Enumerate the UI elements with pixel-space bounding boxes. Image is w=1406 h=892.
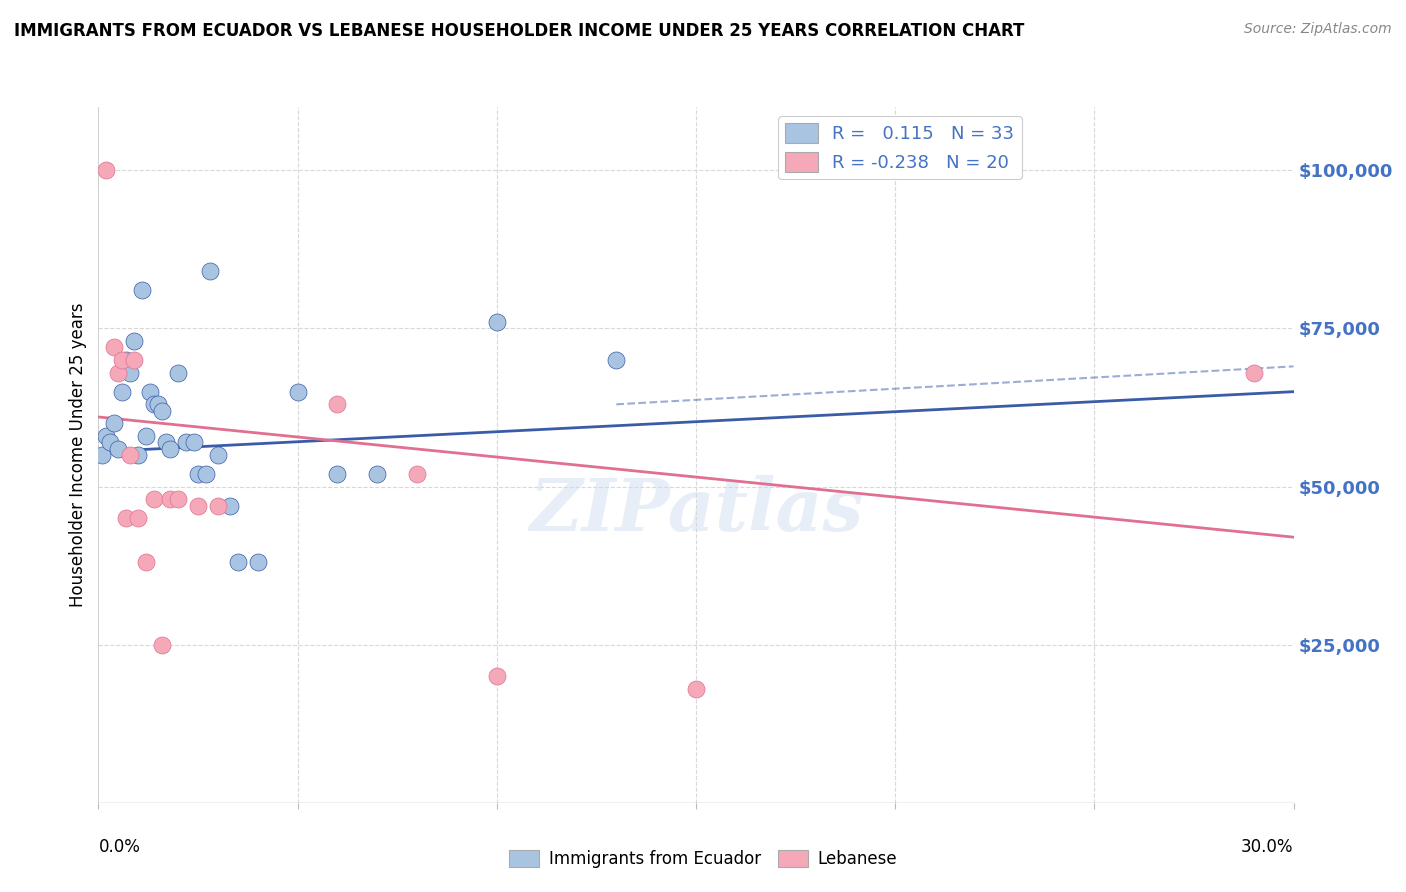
Point — [287, 384, 309, 399]
Point — [139, 384, 162, 399]
Point — [159, 492, 181, 507]
Point — [1243, 366, 1265, 380]
Point — [107, 366, 129, 380]
Point — [131, 284, 153, 298]
Point — [143, 492, 166, 507]
Y-axis label: Householder Income Under 25 years: Householder Income Under 25 years — [69, 302, 87, 607]
Point — [148, 397, 170, 411]
Legend: Immigrants from Ecuador, Lebanese: Immigrants from Ecuador, Lebanese — [502, 843, 904, 875]
Point — [187, 467, 209, 481]
Point — [195, 467, 218, 481]
Point — [135, 429, 157, 443]
Text: 0.0%: 0.0% — [98, 838, 141, 855]
Point — [366, 467, 388, 481]
Legend: R =   0.115   N = 33, R = -0.238   N = 20: R = 0.115 N = 33, R = -0.238 N = 20 — [778, 116, 1022, 179]
Point — [155, 435, 177, 450]
Text: IMMIGRANTS FROM ECUADOR VS LEBANESE HOUSEHOLDER INCOME UNDER 25 YEARS CORRELATIO: IMMIGRANTS FROM ECUADOR VS LEBANESE HOUS… — [14, 22, 1025, 40]
Point — [326, 397, 349, 411]
Text: ZIPatlas: ZIPatlas — [529, 475, 863, 546]
Point — [103, 417, 125, 431]
Point — [246, 556, 269, 570]
Point — [111, 384, 134, 399]
Point — [485, 669, 508, 683]
Point — [127, 448, 149, 462]
Point — [485, 315, 508, 329]
Point — [150, 403, 173, 417]
Point — [605, 353, 627, 368]
Point — [100, 435, 122, 450]
Point — [115, 353, 138, 368]
Point — [115, 511, 138, 525]
Text: 30.0%: 30.0% — [1241, 838, 1294, 855]
Point — [174, 435, 197, 450]
Point — [91, 448, 114, 462]
Point — [124, 353, 146, 368]
Point — [207, 499, 229, 513]
Point — [167, 366, 190, 380]
Point — [326, 467, 349, 481]
Point — [150, 638, 173, 652]
Point — [135, 556, 157, 570]
Point — [685, 681, 707, 696]
Point — [207, 448, 229, 462]
Point — [107, 442, 129, 456]
Point — [226, 556, 249, 570]
Point — [198, 264, 221, 278]
Point — [143, 397, 166, 411]
Point — [96, 163, 118, 178]
Point — [96, 429, 118, 443]
Point — [183, 435, 205, 450]
Point — [187, 499, 209, 513]
Point — [127, 511, 149, 525]
Point — [124, 334, 146, 348]
Point — [219, 499, 242, 513]
Point — [159, 442, 181, 456]
Point — [406, 467, 429, 481]
Point — [111, 353, 134, 368]
Point — [120, 448, 142, 462]
Point — [167, 492, 190, 507]
Point — [103, 340, 125, 354]
Text: Source: ZipAtlas.com: Source: ZipAtlas.com — [1244, 22, 1392, 37]
Point — [120, 366, 142, 380]
